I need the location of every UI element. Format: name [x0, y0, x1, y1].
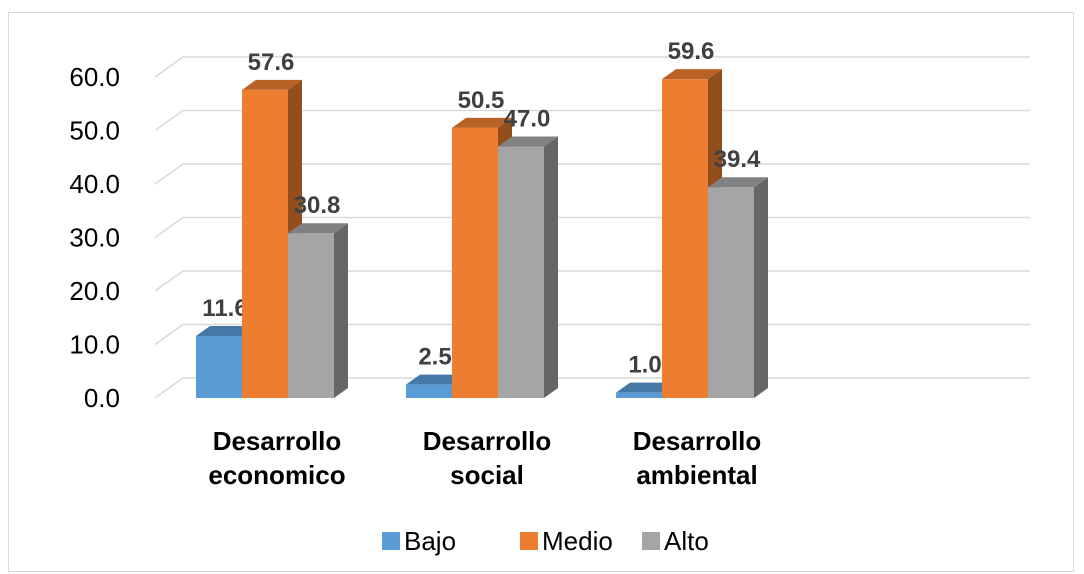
x-tick-label: Desarrollo ambiental	[633, 426, 762, 490]
x-tick-label-line: economico	[208, 460, 345, 490]
legend-label: Medio	[542, 526, 613, 556]
bar	[242, 89, 288, 398]
x-tick-label-line: Desarrollo	[633, 426, 762, 456]
bar-top	[452, 117, 512, 128]
legend-swatch	[382, 532, 400, 550]
legend-label: Bajo	[404, 526, 456, 556]
gridline-depth	[154, 270, 184, 292]
bar-top	[288, 223, 348, 234]
bar-top	[498, 136, 558, 147]
y-tick-label: 10.0	[69, 330, 120, 360]
bar	[196, 335, 242, 398]
bar	[662, 79, 708, 398]
data-label: 39.4	[714, 146, 761, 173]
y-tick-label: 40.0	[69, 169, 120, 199]
bar	[708, 187, 754, 398]
legend-swatch	[642, 532, 660, 550]
y-tick-label: 30.0	[69, 223, 120, 253]
bar-top	[708, 177, 768, 188]
bar-side	[544, 136, 558, 399]
bar	[288, 233, 334, 398]
data-label: 1.0	[628, 352, 661, 379]
gridline-depth	[154, 323, 184, 346]
data-label: 11.6	[202, 295, 247, 322]
y-tick-label: 50.0	[69, 116, 120, 146]
y-tick-label: 60.0	[69, 62, 120, 92]
gridline-depth	[154, 377, 184, 399]
legend-label: Alto	[664, 526, 709, 556]
x-tick-label-line: ambiental	[636, 460, 757, 490]
x-tick-label-line: Desarrollo	[423, 426, 552, 456]
bar	[452, 127, 498, 398]
bar-top	[242, 79, 302, 90]
x-tick-label: Desarrollo social	[423, 426, 552, 490]
bar-side	[334, 223, 348, 398]
bar-top	[196, 325, 256, 336]
data-label: 57.6	[248, 49, 295, 76]
gridline-depth	[154, 109, 184, 132]
bar	[406, 384, 452, 398]
y-tick-label: 0.0	[84, 383, 120, 413]
data-label: 59.6	[668, 38, 715, 65]
bar-top	[662, 69, 722, 80]
bar	[616, 392, 662, 398]
x-tick-label-line: social	[450, 460, 524, 490]
legend-swatch	[520, 532, 538, 550]
x-tick-label: Desarrollo economico	[208, 426, 345, 490]
bar-side	[754, 177, 768, 398]
gridline-depth	[154, 163, 184, 185]
bar-top	[406, 374, 466, 385]
y-tick-label: 20.0	[69, 276, 120, 306]
data-label: 47.0	[504, 106, 551, 133]
bar-top	[616, 382, 676, 393]
data-label: 30.8	[294, 192, 341, 219]
bar	[498, 146, 544, 398]
data-label: 2.5	[418, 344, 451, 371]
data-label: 50.5	[458, 87, 505, 114]
gridline-depth	[154, 56, 184, 78]
x-tick-label-line: Desarrollo	[213, 426, 342, 456]
gridline-depth	[154, 216, 184, 239]
